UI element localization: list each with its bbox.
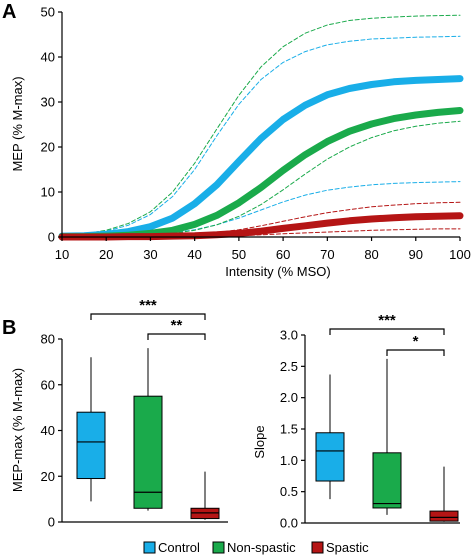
chart-a-xtick-label: 80 [364, 247, 378, 262]
panel-label-b: B [2, 317, 16, 339]
significance-bracket [329, 328, 445, 335]
legend-swatch-nonspastic [212, 541, 225, 554]
chart-a-ytick-label: 0 [48, 230, 55, 245]
chart-a-xtick-label: 20 [99, 247, 113, 262]
legend-swatch-control [143, 541, 156, 554]
chart-a-xtick-label: 100 [449, 247, 471, 262]
significance-bracket [147, 333, 206, 340]
panel-label-a: A [2, 1, 16, 23]
legend: Control Non-spastic Spastic [143, 540, 369, 555]
significance-bracket [90, 313, 206, 320]
chart-a-ytick-label: 20 [41, 140, 55, 155]
legend-label-nonspastic: Non-spastic [227, 540, 296, 555]
significance-label: *** [139, 297, 157, 314]
chart-a-xtick-label: 10 [55, 247, 69, 262]
ytick-label: 20 [41, 469, 55, 484]
chart-b-left-ylabel: MEP-max (% M-max) [10, 368, 25, 492]
ytick-label: 2.5 [280, 359, 298, 374]
chart-a: Intensity (% MSO) MEP (% M-max) 01020304… [10, 5, 471, 280]
chart-a-ytick-label: 10 [41, 185, 55, 200]
series-line-nonspastic-ci-upper [61, 14, 461, 237]
ytick-label: 60 [41, 377, 55, 392]
chart-a-xtick-label: 60 [276, 247, 290, 262]
box-nonspastic [133, 395, 163, 509]
ytick-label: 1.5 [280, 422, 298, 437]
ytick-label: 2.0 [280, 390, 298, 405]
ytick-label: 3.0 [280, 328, 298, 343]
box-control [315, 432, 345, 482]
significance-label: *** [378, 312, 396, 329]
series-line-spastic [58, 212, 464, 241]
chart-a-ytick-label: 50 [41, 5, 55, 20]
legend-label-spastic: Spastic [326, 540, 369, 555]
series-line-control [58, 75, 464, 240]
significance-label: * [413, 333, 419, 350]
box-spastic [429, 510, 459, 522]
chart-a-xtick-label: 50 [232, 247, 246, 262]
box-control [76, 411, 106, 480]
chart-a-ylabel: MEP (% M-max) [10, 76, 25, 171]
box-nonspastic [372, 452, 402, 509]
ytick-label: 0.5 [280, 484, 298, 499]
chart-a-xtick-label: 30 [143, 247, 157, 262]
series-line-control-ci-upper [61, 35, 461, 237]
chart-a-xtick-label: 70 [320, 247, 334, 262]
legend-label-control: Control [158, 540, 200, 555]
chart-b-right-ylabel: Slope [252, 425, 267, 458]
chart-b-right: Slope 0.00.51.01.52.02.53.0**** [252, 312, 460, 531]
legend-swatch-spastic [311, 541, 324, 554]
chart-a-xtick-label: 40 [187, 247, 201, 262]
significance-bracket [386, 349, 445, 356]
significance-label: ** [171, 317, 183, 334]
ytick-label: 80 [41, 332, 55, 347]
ytick-label: 1.0 [280, 453, 298, 468]
chart-a-ytick-label: 40 [41, 50, 55, 65]
ytick-label: 0.0 [280, 516, 298, 531]
ytick-label: 40 [41, 423, 55, 438]
chart-a-ytick-label: 30 [41, 95, 55, 110]
ytick-label: 0 [48, 515, 55, 530]
chart-a-xtick-label: 90 [409, 247, 423, 262]
chart-a-xlabel: Intensity (% MSO) [225, 264, 330, 279]
